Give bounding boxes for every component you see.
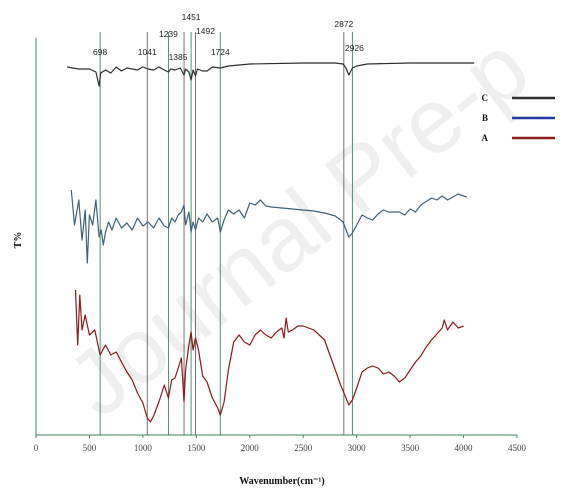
peak-label: 1451 xyxy=(182,12,201,22)
x-tick-label: 2500 xyxy=(294,443,313,453)
legend-label: B xyxy=(482,113,488,123)
series-line-c xyxy=(66,62,475,87)
peak-label: 2926 xyxy=(345,43,364,53)
series-lines xyxy=(66,62,475,423)
legend: CBA xyxy=(482,93,555,143)
x-axis-label: Wavenumber(cm⁻¹) xyxy=(239,476,324,487)
peak-label: 2872 xyxy=(334,19,353,29)
series-line-b xyxy=(70,189,467,264)
x-tick-label: 0 xyxy=(34,443,39,453)
legend-label: C xyxy=(482,93,489,103)
x-tick-label: 3500 xyxy=(401,443,420,453)
legend-label: A xyxy=(482,133,489,143)
peak-label: 1041 xyxy=(138,47,157,57)
peak-label: 1385 xyxy=(169,52,188,62)
x-tick-label: 1500 xyxy=(187,443,206,453)
peak-label: 1239 xyxy=(159,29,178,39)
x-tick-label: 4500 xyxy=(508,443,527,453)
x-tick-label: 4000 xyxy=(455,443,474,453)
y-axis-label: T% xyxy=(13,232,24,249)
peak-label: 1492 xyxy=(196,26,215,36)
x-ticks: 0 500 1000 1500 2000 2500 3000 3500 4000 4500 xyxy=(34,435,527,453)
peak-label: 698 xyxy=(93,47,107,57)
x-tick-label: 1000 xyxy=(134,443,153,453)
x-tick-label: 500 xyxy=(83,443,97,453)
x-tick-label: 2000 xyxy=(241,443,260,453)
peak-label: 1724 xyxy=(211,47,230,57)
x-tick-label: 3000 xyxy=(348,443,367,453)
series-line-a xyxy=(74,289,464,423)
